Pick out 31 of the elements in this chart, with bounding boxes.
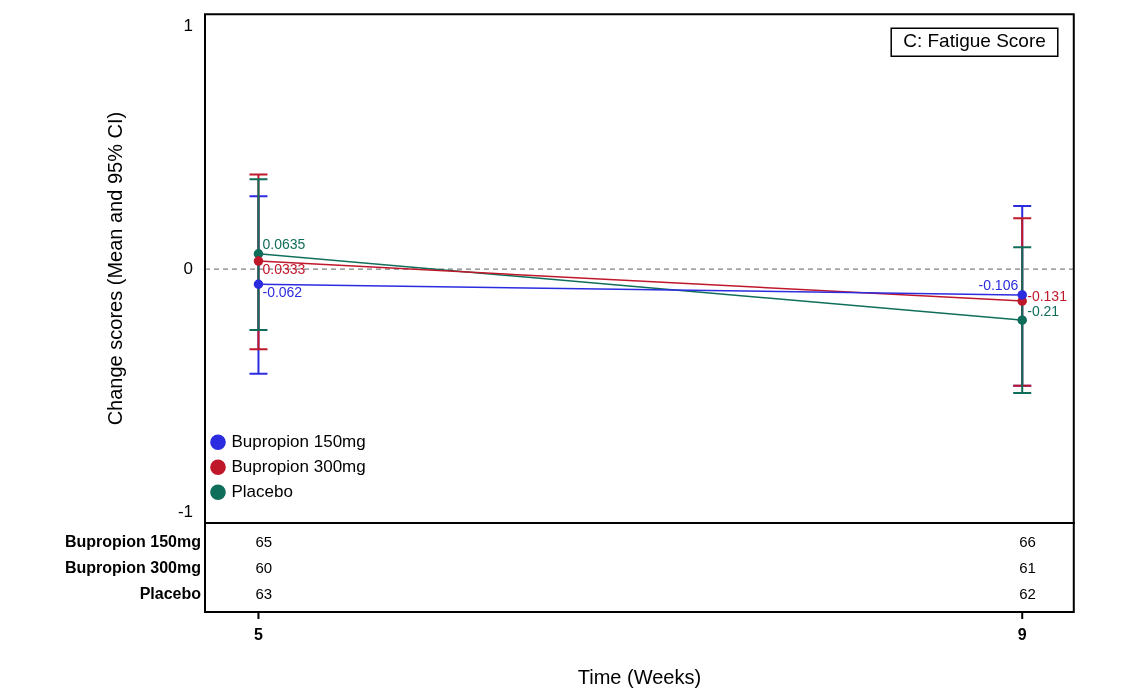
text: 66: [1019, 532, 1036, 550]
y-axis-title: Change scores (Mean and 95% CI): [103, 111, 126, 426]
y-tick-label: 1: [183, 16, 193, 36]
text: 60: [255, 558, 273, 576]
point: [253, 249, 264, 259]
x-tick-label: 5: [254, 626, 264, 644]
point: [1017, 290, 1027, 300]
legend-label: Bupropion 300mg: [231, 456, 366, 476]
y-tick-label: 0: [183, 258, 193, 278]
data-label: -0.062: [262, 284, 303, 301]
point: [1017, 315, 1027, 325]
data-label: -0.131: [1027, 287, 1068, 304]
data-label: -0.106: [978, 276, 1019, 293]
legend-label: Placebo: [231, 481, 293, 501]
text: Bupropion 300mg: [64, 559, 201, 577]
text: 61: [1019, 558, 1036, 576]
data-label: -0.21: [1027, 303, 1060, 320]
data-label: 0.0635: [262, 235, 306, 252]
text: 63: [255, 585, 273, 603]
y-tick-label: -1: [177, 501, 193, 521]
text: 62: [1019, 585, 1036, 603]
text: 65: [255, 532, 273, 550]
legend-label: Bupropion 150mg: [231, 431, 366, 451]
x-tick-label: 9: [1017, 626, 1027, 644]
point: [253, 256, 264, 266]
data-label: 0.0333: [262, 260, 306, 277]
point: [253, 279, 264, 290]
x-axis-title: Time (Weeks): [577, 665, 702, 688]
text: Placebo: [139, 585, 201, 603]
text: C: Fatigue Score: [903, 30, 1046, 52]
text: Bupropion 150mg: [64, 533, 201, 551]
